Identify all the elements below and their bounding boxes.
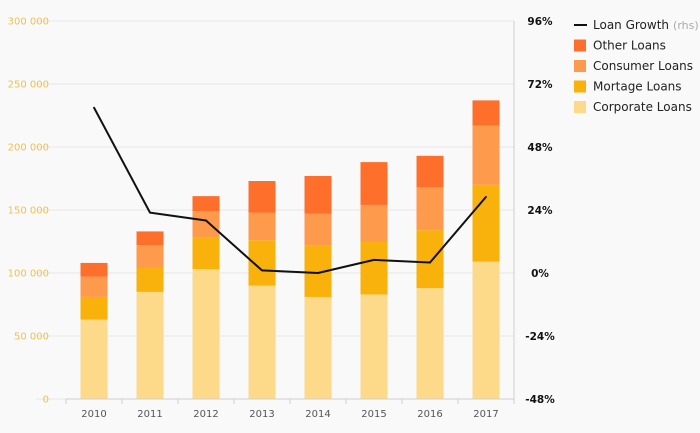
- x-tick-label: 2015: [361, 409, 386, 420]
- x-tick-label: 2014: [305, 409, 330, 420]
- bar-other-loans-2012: [192, 196, 220, 212]
- bar-other-loans-2015: [360, 162, 388, 205]
- right-tick-label: 48%: [527, 142, 553, 154]
- bar-corporate-loans-2017: [472, 261, 500, 399]
- loan-growth-point-2016: [429, 261, 431, 264]
- bar-other-loans-2014: [304, 175, 332, 214]
- legend-label-mortage-loans: Mortage Loans: [593, 80, 682, 94]
- loan-growth-line: [93, 107, 487, 274]
- right-tick-label: -48%: [525, 394, 555, 406]
- left-tick-label: 250 000: [8, 80, 49, 91]
- bar-corporate-loans-2012: [192, 269, 220, 399]
- right-tick-label: 72%: [527, 79, 553, 91]
- bar-corporate-loans-2010: [80, 319, 108, 399]
- right-axis-ticks: -48% -24% 0% 24% 48% 72% 96%: [525, 16, 555, 406]
- bar-mortage-loans-2012: [192, 237, 220, 270]
- bar-consumer-loans-2013: [248, 212, 276, 241]
- legend-swatch-corporate-loans: [574, 101, 586, 113]
- loan-growth-line-layer: [93, 106, 487, 274]
- legend-label-corporate-loans: Corporate Loans: [593, 100, 692, 114]
- left-axis-ticks: 0 50 000 100 000 150 000 200 000 250 000 300 0…: [8, 17, 49, 406]
- bar-other-loans-2011: [136, 231, 164, 246]
- x-tick-label: 2011: [137, 409, 162, 420]
- bar-mortage-loans-2010: [80, 296, 108, 320]
- x-axis-ticks: 2010 2011 2012 2013 2014 2015 2016 2017: [81, 409, 498, 420]
- left-tick-label: 100 000: [8, 269, 49, 280]
- right-tick-label: -24%: [525, 331, 555, 343]
- bar-consumer-loans-2016: [416, 187, 444, 231]
- left-tick-label: 150 000: [8, 206, 49, 217]
- right-tick-label: 0%: [531, 268, 549, 280]
- x-tick-label: 2013: [249, 409, 274, 420]
- legend-swatch-mortage-loans: [574, 80, 586, 93]
- loan-growth-point-2010: [93, 106, 95, 109]
- loan-growth-point-2011: [149, 211, 151, 214]
- left-tick-label: 50 000: [14, 332, 49, 343]
- legend-swatch-consumer-loans: [574, 60, 586, 72]
- left-tick-label: 0: [43, 395, 49, 406]
- x-tick-label: 2010: [81, 409, 106, 420]
- bar-mortage-loans-2011: [136, 267, 164, 292]
- loan-growth-point-2013: [261, 269, 263, 272]
- loan-growth-point-2017: [485, 195, 487, 198]
- bar-other-loans-2017: [472, 100, 500, 126]
- bar-corporate-loans-2015: [360, 294, 388, 399]
- legend-label-consumer-loans: Consumer Loans: [593, 59, 693, 73]
- bar-other-loans-2016: [416, 155, 444, 188]
- loan-growth-point-2014: [317, 272, 319, 274]
- right-tick-label: 24%: [527, 205, 553, 217]
- bar-consumer-loans-2015: [360, 204, 388, 242]
- bar-consumer-loans-2011: [136, 245, 164, 268]
- bar-mortage-loans-2015: [360, 241, 388, 295]
- right-tick-label: 96%: [527, 16, 553, 28]
- x-tick-label: 2017: [473, 409, 498, 420]
- bar-consumer-loans-2017: [472, 125, 500, 185]
- legend-label-loan-growth: Loan Growth (rhs): [593, 18, 699, 32]
- bar-other-loans-2010: [80, 262, 108, 277]
- loan-growth-point-2015: [373, 258, 375, 261]
- bar-corporate-loans-2016: [416, 288, 444, 399]
- loan-growth-point-2012: [205, 219, 207, 222]
- bar-consumer-loans-2012: [192, 211, 220, 238]
- bar-other-loans-2013: [248, 181, 276, 213]
- bar-consumer-loans-2014: [304, 213, 332, 246]
- x-tick-label: 2012: [193, 409, 218, 420]
- legend-swatch-other-loans: [574, 39, 586, 52]
- bar-consumer-loans-2010: [80, 276, 108, 297]
- legend-label-other-loans: Other Loans: [593, 39, 666, 53]
- legend: Loan Growth (rhs) Other Loans Consumer Loan…: [574, 18, 699, 114]
- x-tick-label: 2016: [417, 409, 442, 420]
- legend-label-text: Loan Growth: [593, 18, 669, 32]
- bar-corporate-loans-2011: [136, 291, 164, 399]
- axes: [65, 21, 515, 404]
- legend-label-note: (rhs): [673, 19, 699, 32]
- bar-corporate-loans-2013: [248, 285, 276, 399]
- left-tick-label: 300 000: [8, 17, 49, 28]
- bar-mortage-loans-2016: [416, 230, 444, 289]
- bar-corporate-loans-2014: [304, 296, 332, 399]
- left-tick-label: 200 000: [8, 143, 49, 154]
- stacked-bars: [80, 100, 500, 399]
